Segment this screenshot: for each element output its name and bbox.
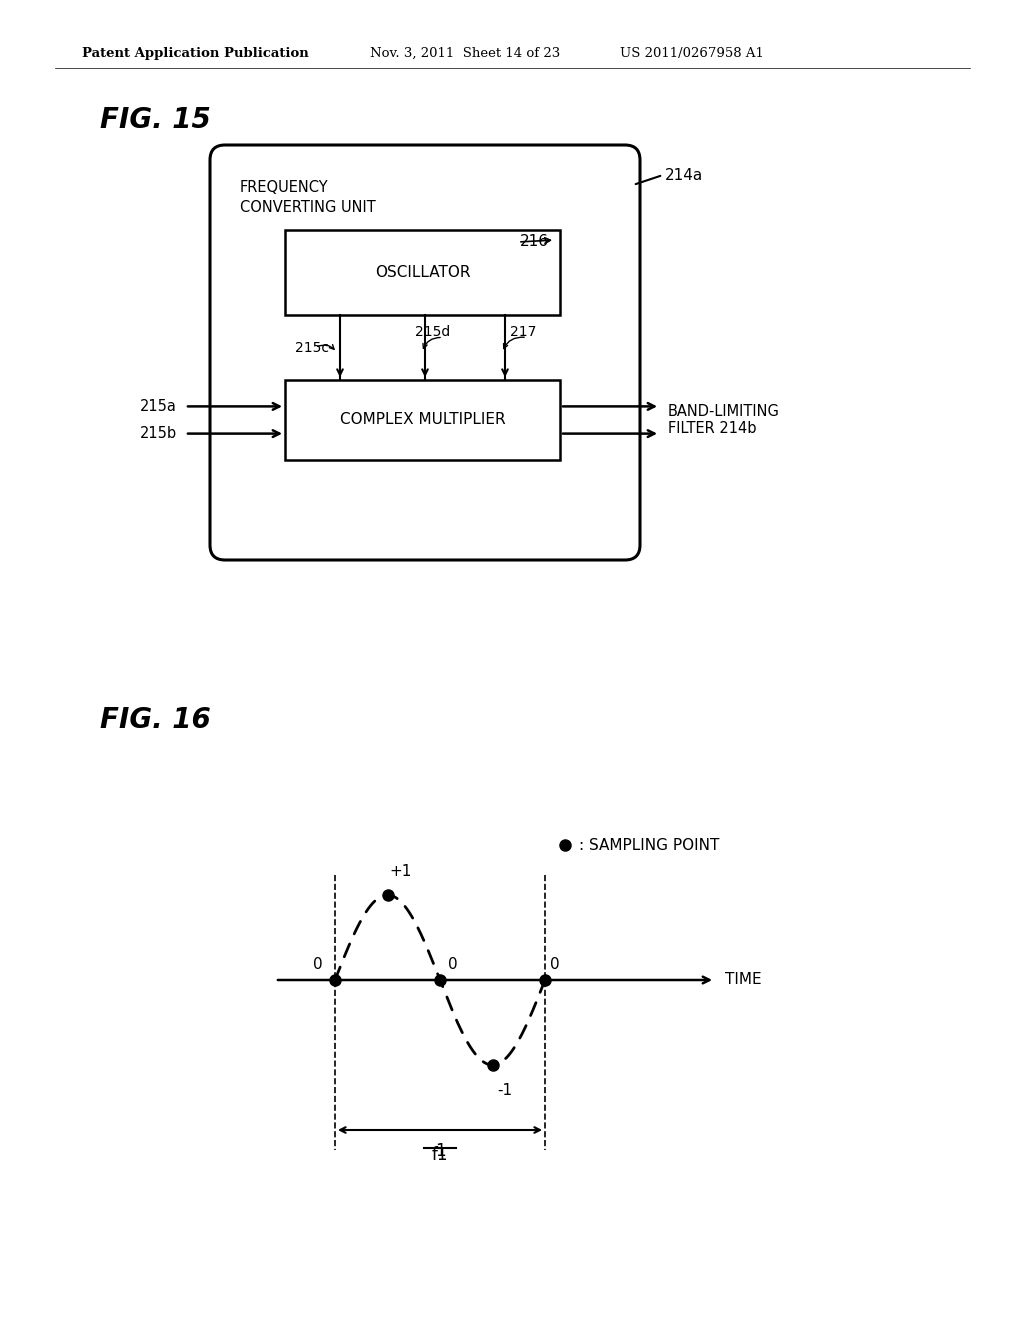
Text: 215b: 215b [140, 426, 177, 441]
Text: Nov. 3, 2011  Sheet 14 of 23: Nov. 3, 2011 Sheet 14 of 23 [370, 46, 560, 59]
Text: 0: 0 [313, 957, 323, 972]
Text: TIME: TIME [725, 973, 762, 987]
Text: 215a: 215a [140, 399, 177, 414]
Text: 0: 0 [449, 957, 458, 972]
FancyBboxPatch shape [285, 380, 560, 459]
Text: CONVERTING UNIT: CONVERTING UNIT [240, 201, 376, 215]
Text: 214a: 214a [665, 168, 703, 182]
Text: OSCILLATOR: OSCILLATOR [375, 265, 470, 280]
Text: FILTER 214b: FILTER 214b [668, 421, 757, 436]
Text: 1: 1 [434, 1142, 445, 1160]
Text: FIG. 15: FIG. 15 [100, 106, 211, 135]
FancyBboxPatch shape [210, 145, 640, 560]
Text: 0: 0 [550, 957, 560, 972]
Text: BAND-LIMITING: BAND-LIMITING [668, 404, 780, 418]
Text: : SAMPLING POINT: : SAMPLING POINT [579, 837, 720, 853]
Text: +1: +1 [389, 865, 412, 879]
Text: 215c: 215c [295, 341, 329, 355]
Text: FIG. 16: FIG. 16 [100, 706, 211, 734]
Text: Patent Application Publication: Patent Application Publication [82, 46, 309, 59]
FancyBboxPatch shape [285, 230, 560, 315]
Text: US 2011/0267958 A1: US 2011/0267958 A1 [620, 46, 764, 59]
Text: COMPLEX MULTIPLIER: COMPLEX MULTIPLIER [340, 412, 505, 428]
Text: 217: 217 [510, 326, 537, 339]
Text: f1: f1 [432, 1146, 449, 1164]
Text: 216: 216 [520, 235, 549, 249]
Text: 215d: 215d [415, 326, 451, 339]
Text: FREQUENCY: FREQUENCY [240, 180, 329, 195]
Text: -1: -1 [498, 1082, 513, 1098]
